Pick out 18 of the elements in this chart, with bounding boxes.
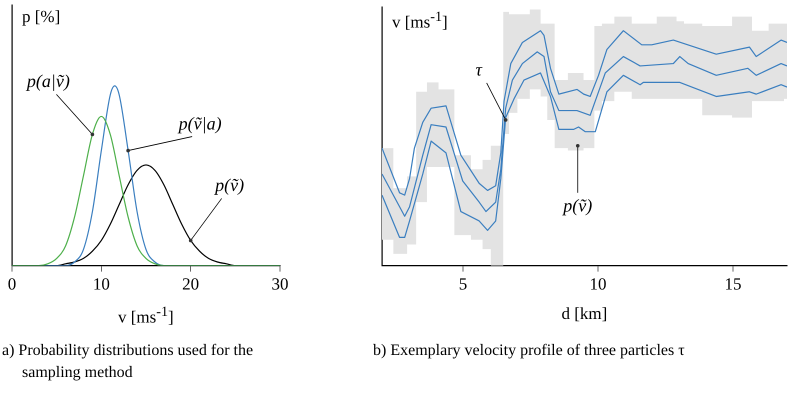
x-axis-title: d [km] xyxy=(562,304,608,324)
text: a) Probability distributions used for the sampling method xyxy=(2,341,254,383)
annotation: p(ṽ) xyxy=(213,175,244,196)
x-tick-label: 30 xyxy=(272,274,288,294)
y-axis-title: v [ms$^{-1}$] xyxy=(392,9,448,33)
x-tick-label: 20 xyxy=(182,274,200,294)
text: b) Exemplary velocity profile of three particles τ xyxy=(373,341,686,361)
x-tick-label: 15 xyxy=(724,274,742,294)
annotation: p(a|ṽ) xyxy=(24,71,70,92)
x-tick-label: 5 xyxy=(458,274,468,294)
annotation: p(ṽ|a) xyxy=(176,113,222,134)
annotation: τ xyxy=(475,60,482,80)
x-axis-title: v [ms$^{-1}$] xyxy=(118,304,174,328)
annotation: p(ṽ) xyxy=(561,196,592,216)
y-axis-title: p [%] xyxy=(22,7,60,27)
x-tick-label: 10 xyxy=(92,274,110,294)
x-tick-label: 10 xyxy=(590,274,606,294)
x-tick-label: 0 xyxy=(8,274,16,294)
